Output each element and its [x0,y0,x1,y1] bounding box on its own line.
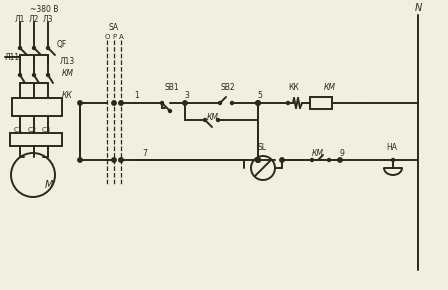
Text: 1: 1 [135,92,139,101]
Text: QF: QF [57,41,67,50]
Circle shape [183,101,187,105]
Text: НА: НА [387,142,397,151]
Text: Р: Р [112,34,116,40]
Text: 5: 5 [258,92,263,101]
Bar [12,98,62,116]
Text: SA: SA [109,23,119,32]
Circle shape [216,119,220,122]
Circle shape [231,102,233,104]
Circle shape [219,102,221,104]
Circle shape [160,102,164,104]
Text: А: А [119,34,123,40]
Circle shape [256,101,260,105]
Text: 9: 9 [340,148,345,157]
Circle shape [256,158,260,162]
Circle shape [280,158,284,162]
Text: 7: 7 [142,148,147,157]
Circle shape [33,73,35,77]
Text: КМ: КМ [312,148,324,157]
Circle shape [168,110,172,113]
Circle shape [78,158,82,162]
Circle shape [33,46,35,50]
Circle shape [119,158,123,162]
Circle shape [287,102,289,104]
Text: Л1: Л1 [15,14,25,23]
Circle shape [47,46,49,50]
Circle shape [256,158,260,162]
Text: С3: С3 [41,127,51,133]
Circle shape [112,158,116,162]
Circle shape [256,101,260,105]
Text: С1: С1 [13,127,23,133]
Text: Л2: Л2 [29,14,39,23]
Circle shape [18,46,22,50]
Bar [10,133,62,146]
Text: КК: КК [288,84,299,93]
Text: SB1: SB1 [165,84,179,93]
Circle shape [256,158,260,162]
Text: О: О [104,34,110,40]
Text: КМ: КМ [207,113,219,122]
Circle shape [78,101,82,105]
Text: SL: SL [258,142,267,151]
Text: КМ: КМ [324,84,336,93]
Text: М: М [45,180,53,190]
Circle shape [18,73,22,77]
Circle shape [112,101,116,105]
Circle shape [203,119,207,122]
Text: Л3: Л3 [43,14,53,23]
Text: ~380 В: ~380 В [30,6,58,14]
Circle shape [338,158,342,162]
Text: N: N [414,3,422,13]
Text: КК: КК [62,90,73,99]
Text: С2: С2 [27,127,37,133]
Circle shape [119,101,123,105]
Text: КМ: КМ [62,68,74,77]
Text: SB2: SB2 [221,84,235,93]
Text: 3: 3 [185,92,190,101]
Circle shape [47,73,49,77]
Circle shape [310,159,314,162]
Text: Л13: Л13 [60,57,75,66]
Circle shape [392,159,395,162]
Text: Л11: Л11 [5,52,20,61]
Bar [310,97,332,109]
Circle shape [327,159,331,162]
